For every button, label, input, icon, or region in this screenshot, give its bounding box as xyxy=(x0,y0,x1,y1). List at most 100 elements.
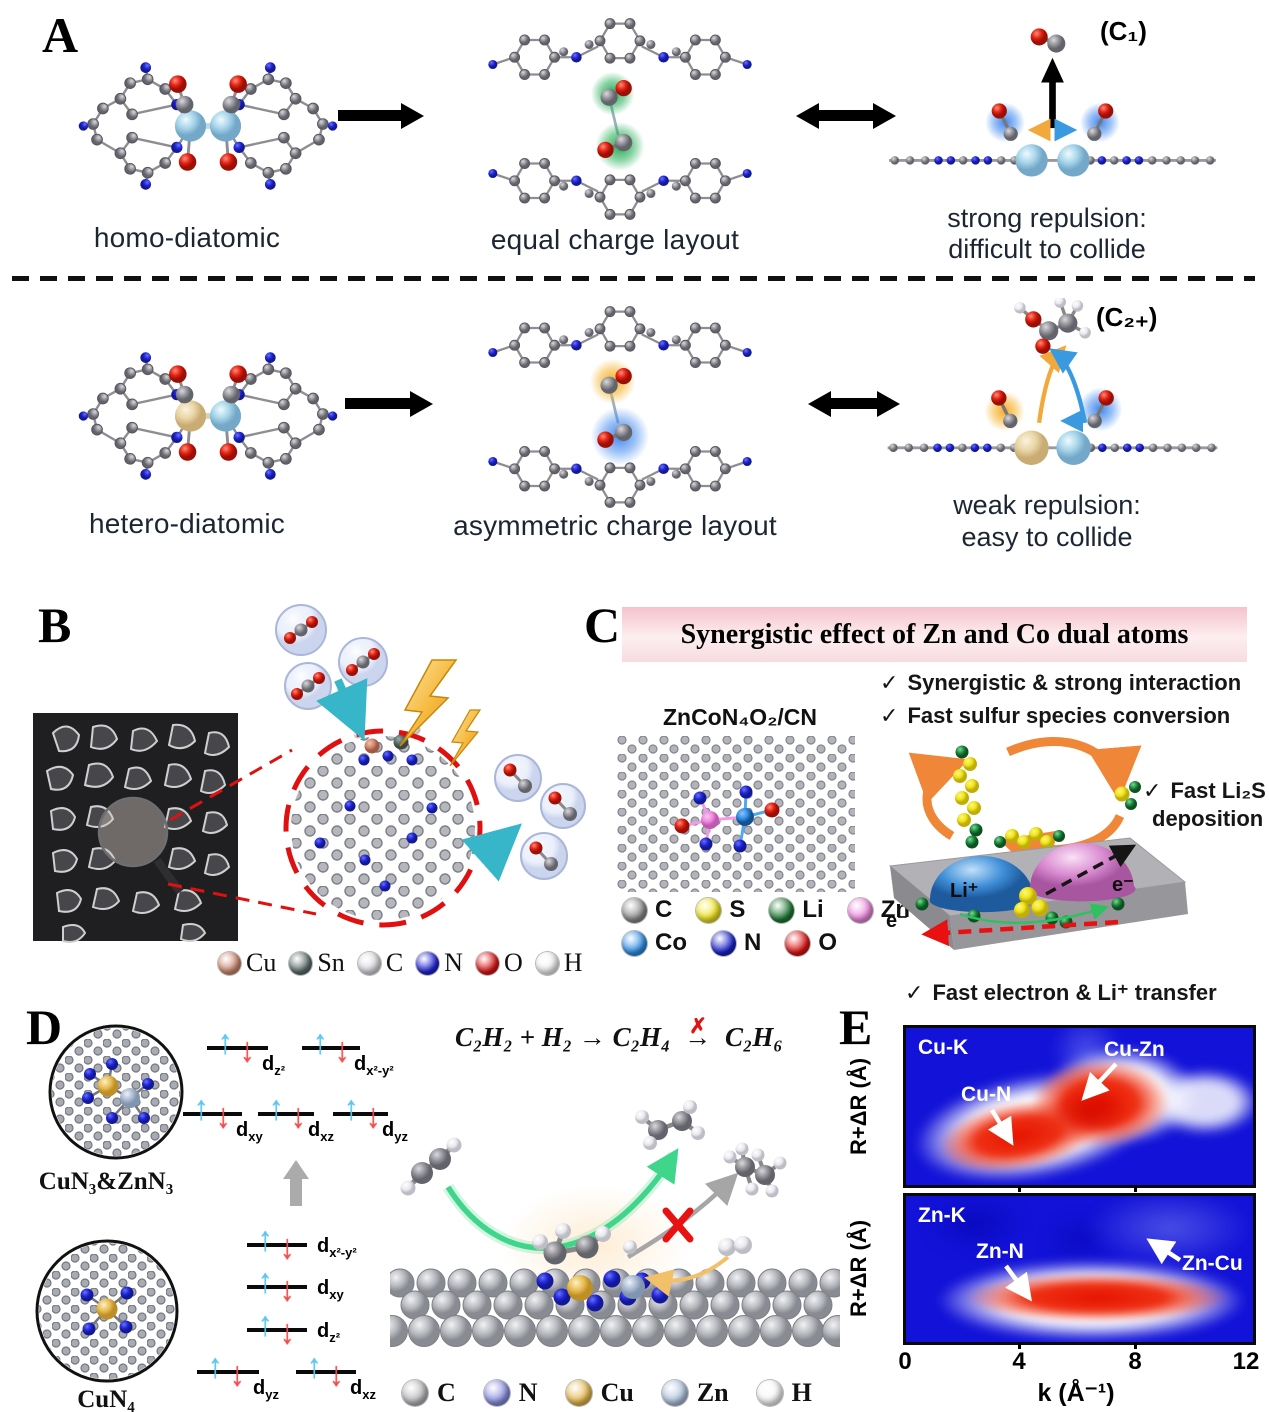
metal-atom-left xyxy=(1015,144,1048,177)
deposition-slab-scene xyxy=(888,835,1188,950)
panel-c-label: C xyxy=(584,597,621,653)
e-minus-label-left: e⁻ xyxy=(886,910,908,932)
spin-down-arrow: ↓ xyxy=(216,1097,231,1137)
co2-reduction-illustration xyxy=(33,604,586,943)
x-tick-8: 8 xyxy=(1128,1348,1142,1375)
cu-atom xyxy=(364,738,380,754)
legend-item: N xyxy=(711,929,761,957)
li-plus-label: Li⁺ xyxy=(950,880,979,902)
check-icon: ✓ xyxy=(880,703,899,728)
homo-diatomic-molecule xyxy=(77,61,339,191)
orbital-level-dx2y2: ↑ ↓ dx²-y² xyxy=(247,1222,357,1265)
x-tick-4: 4 xyxy=(1012,1348,1026,1375)
caption-asymmetric-charge: asymmetric charge layout xyxy=(453,510,777,541)
c-atom-icon xyxy=(622,897,647,923)
short-chain xyxy=(994,827,1065,849)
annotation-arrows xyxy=(988,1062,1118,1146)
bullet-sulfur-conversion: ✓ Fast sulfur species conversion xyxy=(880,703,1231,728)
bullet-electron-transfer: ✓ Fast electron & Li⁺ transfer xyxy=(905,980,1217,1005)
structure-label: ZnCoN₄O₂/CN xyxy=(662,704,818,730)
caption-equal-charge: equal charge layout xyxy=(490,224,740,255)
e-minus-label-right: e⁻ xyxy=(1112,874,1134,896)
metal-atom-right xyxy=(209,110,242,142)
co-atom-icon xyxy=(622,930,647,956)
co2-bubbles xyxy=(275,604,388,710)
asymmetric-charge-layout-molecule xyxy=(488,305,752,509)
plot-title-cuk: Cu-K xyxy=(918,1036,969,1059)
legend-item: N xyxy=(416,948,463,978)
orbital-level-dxz: ↑ ↓ dxz xyxy=(258,1091,334,1144)
zn-atom xyxy=(701,811,719,829)
cu-atom xyxy=(97,1075,119,1097)
strong-repulsion-scene xyxy=(889,28,1216,177)
magnifier-icon xyxy=(97,796,169,868)
zoom-connector-line xyxy=(169,748,293,822)
co-product xyxy=(1030,28,1048,46)
cycle-arrow xyxy=(908,752,969,840)
deposition-arrow xyxy=(1045,844,1137,896)
electron-arrow xyxy=(921,919,1119,947)
arrow-right-icon xyxy=(345,398,411,409)
n-atom-icon xyxy=(711,930,736,956)
y-axis-label-top: R+ΔR (Å) xyxy=(846,1057,871,1155)
co-bubbles xyxy=(494,754,586,880)
legend-item: Li xyxy=(769,896,824,924)
spin-up-arrow: ↑ xyxy=(218,1023,233,1063)
axis-tick xyxy=(1018,1342,1021,1349)
caption-difficult-collide: difficult to collide xyxy=(948,234,1146,264)
legend-item: Zn xyxy=(661,1378,729,1408)
orbital-level-dxy: ↑ ↓ dxy xyxy=(183,1091,263,1144)
tag-c2plus: (C₂₊) xyxy=(1096,302,1158,332)
o-atom-icon xyxy=(785,930,811,956)
acetylene-molecule xyxy=(400,1137,462,1196)
h-atom-icon xyxy=(535,951,559,975)
panel-d-label: D xyxy=(26,999,63,1055)
cu-k-heatmap: Cu-K Cu-Zn Cu-N xyxy=(903,1025,1256,1188)
s-atom-icon xyxy=(696,897,722,923)
caption-hetero-diatomic: hetero-diatomic xyxy=(89,508,285,539)
check-icon: ✓ xyxy=(1143,778,1162,803)
caption-easy-collide: easy to collide xyxy=(961,522,1133,552)
cu-atom-icon xyxy=(218,951,241,975)
caption-weak-repulsion: weak repulsion: xyxy=(953,490,1141,520)
spin-down-arrow: ↓ xyxy=(280,1313,295,1353)
graphene-zoom-circle xyxy=(283,725,483,928)
legend-item: Cu xyxy=(218,948,276,978)
orbital-level-dyz: ↑ ↓ dyz xyxy=(333,1091,408,1144)
legend-item: O xyxy=(475,948,523,978)
spin-down-arrow: ↓ xyxy=(240,1031,255,1071)
cun4-structure xyxy=(35,1239,179,1383)
li-atom-icon xyxy=(769,897,795,923)
blocked-arrow-icon: → ✗ xyxy=(684,1014,712,1052)
legend-item: Sn xyxy=(289,948,345,978)
dashed-divider xyxy=(12,276,1255,281)
orbital-level-dx2y2: ↑ ↓ dx²-y² xyxy=(302,1025,394,1078)
spin-up-arrow: ↑ xyxy=(344,1089,359,1129)
caption-homo-diatomic: homo-diatomic xyxy=(93,222,281,253)
legend-item: C xyxy=(402,1378,456,1408)
annotation-arrows xyxy=(1004,1238,1182,1302)
sulfur-cluster xyxy=(1014,887,1049,918)
zoom-connector-line xyxy=(167,882,317,916)
zn-k-heatmap: Zn-K Zn-N Zn-Cu xyxy=(903,1193,1256,1345)
n-atom xyxy=(693,791,707,805)
zn-atom-icon xyxy=(847,897,873,923)
double-arrow-icon xyxy=(818,110,874,121)
promotion-arrow-icon xyxy=(283,1160,309,1206)
cu-atom xyxy=(96,1298,118,1320)
red-cross-icon: ✗ xyxy=(689,1014,707,1038)
spin-up-arrow: ↑ xyxy=(313,1023,328,1063)
sem-image xyxy=(33,713,238,943)
axis-tick xyxy=(1134,1342,1137,1349)
co-atom xyxy=(736,808,754,826)
panel-c-title-banner: Synergistic effect of Zn and Co dual ato… xyxy=(622,607,1247,662)
x-tick-12: 12 xyxy=(1232,1348,1260,1375)
weak-repulsion-scene xyxy=(887,298,1218,465)
bullet-li2s-line1: ✓ Fast Li₂S xyxy=(1143,778,1266,803)
tag-c1: (C₁) xyxy=(1100,16,1147,46)
caption-strong-repulsion: strong repulsion: xyxy=(947,203,1147,233)
plot-title-znk: Zn-K xyxy=(918,1204,966,1227)
equal-charge-layout-molecule xyxy=(488,17,752,221)
panel-e-label: E xyxy=(839,999,873,1055)
